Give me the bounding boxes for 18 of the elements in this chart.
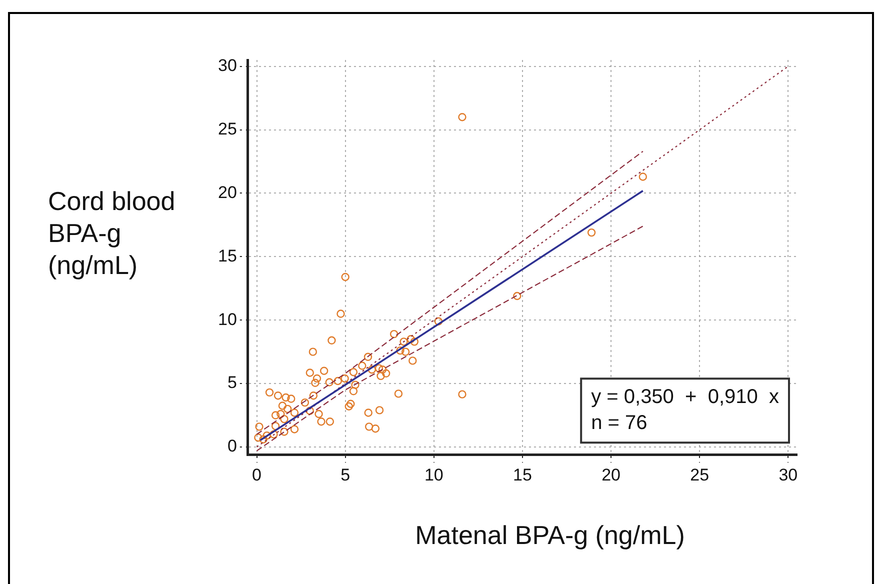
- y-tick-label: 20: [218, 182, 237, 202]
- x-tick-label: 5: [340, 465, 350, 484]
- x-tick-label: 10: [424, 465, 444, 484]
- y-axis-title: Cord blood BPA-g (ng/mL): [48, 185, 176, 281]
- y-tick-label: 30: [218, 56, 237, 76]
- y-tick-label: 0: [227, 436, 237, 456]
- x-tick-label: 25: [690, 465, 710, 484]
- y-tick-label: 5: [227, 373, 237, 392]
- y-tick-label: 25: [218, 119, 237, 138]
- annotation: y = 0,350 + 0,910 x: [591, 386, 780, 408]
- y-tick-label: 10: [218, 310, 237, 329]
- x-tick-label: 20: [602, 465, 620, 484]
- x-tick-label: 0: [252, 465, 262, 484]
- x-tick-label: 15: [512, 465, 532, 484]
- x-axis-title: Matenal BPA-g (ng/mL): [414, 520, 686, 551]
- x-tick-label: 30: [778, 465, 798, 484]
- annotation: n = 76: [591, 412, 648, 434]
- y-tick-label: 15: [218, 246, 237, 266]
